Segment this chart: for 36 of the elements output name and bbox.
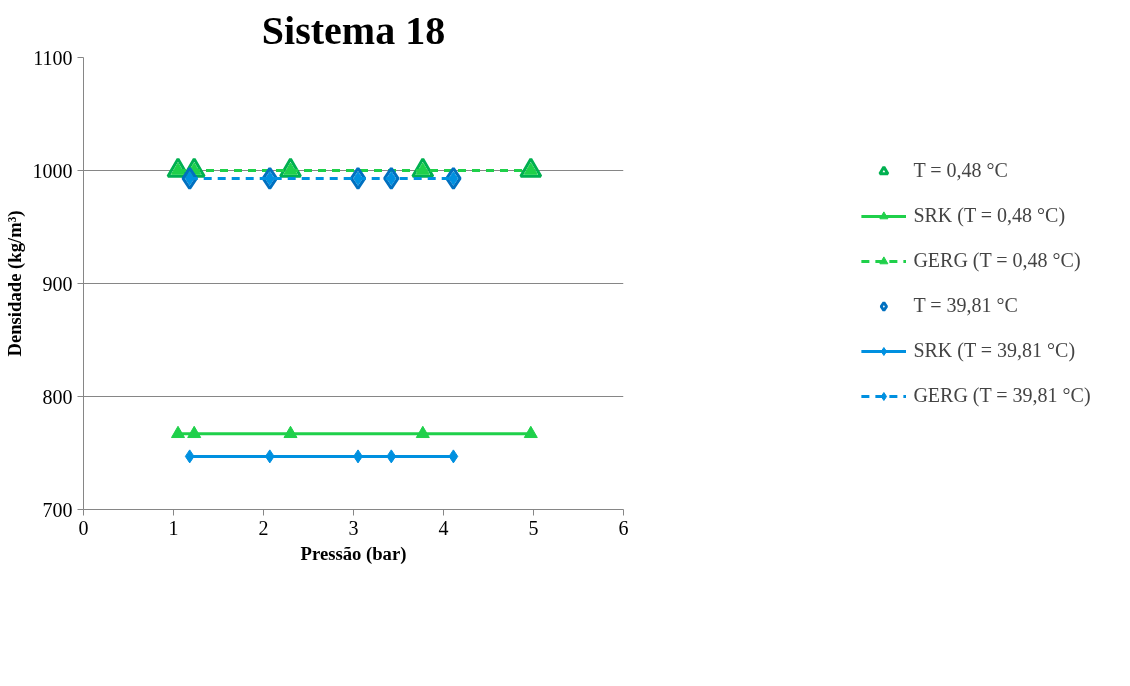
point <box>448 449 459 464</box>
point <box>415 425 430 439</box>
x-tick-label: 4 <box>438 516 449 539</box>
chart-title: Sistema 18 <box>261 7 446 53</box>
point <box>184 449 195 464</box>
legend-label: T = 39,81 °C <box>913 294 1018 317</box>
point <box>171 425 185 439</box>
y-axis-title: Densidade (kg/m³) <box>3 210 26 357</box>
point <box>445 166 462 190</box>
y-tick-label: 900 <box>42 272 73 295</box>
point <box>283 425 298 439</box>
legend-label: GERG (T = 39,81 °C) <box>913 384 1091 407</box>
legend-label: SRK (T = 39,81 °C) <box>913 339 1076 362</box>
point <box>181 166 198 190</box>
x-tick-label: 0 <box>78 516 89 539</box>
legend-label: T = 0,48 °C <box>913 159 1008 182</box>
x-tick-label: 5 <box>528 516 539 539</box>
y-tick-label: 1100 <box>33 46 73 69</box>
point <box>386 449 397 464</box>
x-tick-label: 3 <box>348 516 359 539</box>
point <box>383 166 400 190</box>
legend-label: GERG (T = 0,48 °C) <box>913 249 1081 272</box>
point <box>279 157 302 178</box>
point <box>411 157 435 178</box>
y-tick-label: 1000 <box>32 159 73 182</box>
x-tick-label: 2 <box>258 516 269 539</box>
point <box>264 449 275 464</box>
x-tick-label: 6 <box>618 516 629 539</box>
point <box>187 425 202 439</box>
x-tick-label: 1 <box>168 516 179 539</box>
x-axis-title: Pressão (bar) <box>300 542 407 565</box>
point <box>519 157 543 178</box>
point <box>523 425 538 439</box>
y-tick-label: 800 <box>42 385 73 408</box>
legend-label: SRK (T = 0,48 °C) <box>913 204 1066 227</box>
y-tick-label: 700 <box>42 498 73 521</box>
